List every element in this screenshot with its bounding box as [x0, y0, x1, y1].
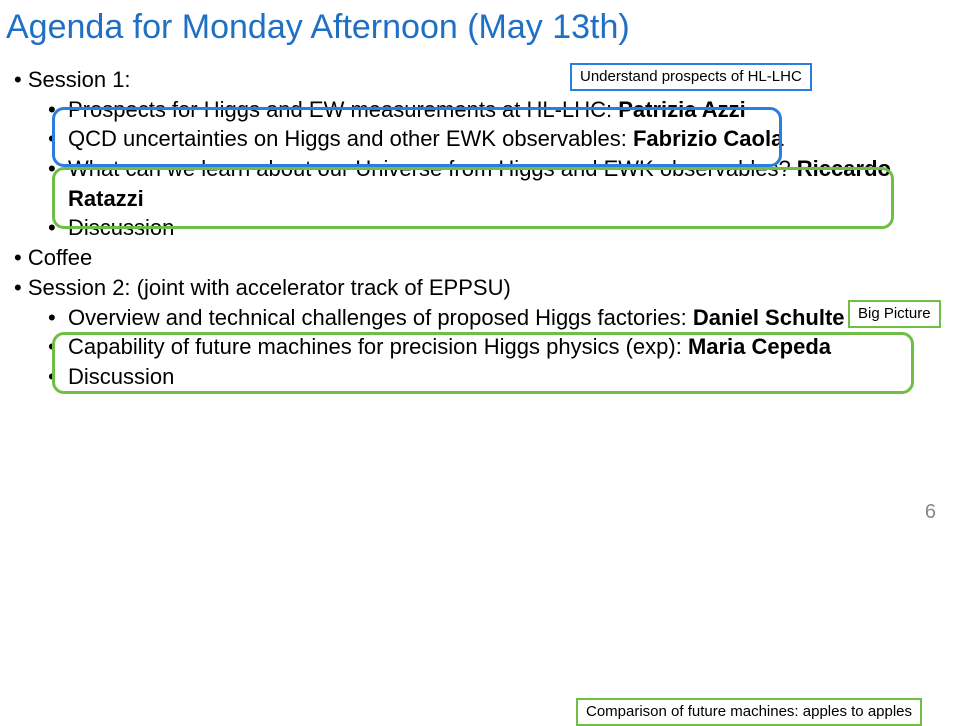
- s1-item-2: What can we learn about our Universe fro…: [48, 154, 960, 213]
- session2-items: Overview and technical challenges of pro…: [48, 303, 960, 392]
- s2-item-0: Overview and technical challenges of pro…: [48, 303, 960, 333]
- s1-item-1-text: QCD uncertainties on Higgs and other EWK…: [68, 126, 633, 151]
- session1-label: • Session 1:: [14, 65, 131, 95]
- s1-item-1: QCD uncertainties on Higgs and other EWK…: [48, 124, 960, 154]
- coffee-label: • Coffee: [14, 243, 960, 273]
- s2-item-2: Discussion: [48, 362, 960, 392]
- s2-item-1: Capability of future machines for precis…: [48, 332, 960, 362]
- slide-body: • Session 1: Understand prospects of HL-…: [0, 47, 960, 392]
- s1-item-3: Discussion: [48, 213, 960, 243]
- s2-item-1-bold: Maria Cepeda: [688, 334, 831, 359]
- s2-item-0-bold: Daniel Schulte: [693, 305, 845, 330]
- s2-item-0-text: Overview and technical challenges of pro…: [68, 305, 693, 330]
- badge-comparison: Comparison of future machines: apples to…: [576, 698, 922, 726]
- s1-item-0-text: Prospects for Higgs and EW measurements …: [68, 97, 618, 122]
- session1-items: Prospects for Higgs and EW measurements …: [48, 95, 960, 243]
- s1-item-0-bold: Patrizia Azzi: [618, 97, 746, 122]
- slide-title: Agenda for Monday Afternoon (May 13th): [0, 0, 960, 47]
- s2-item-2-text: Discussion: [68, 364, 174, 389]
- badge-hllhc: Understand prospects of HL-LHC: [570, 63, 812, 91]
- slide-number: 6: [925, 501, 936, 524]
- s2-item-1-text: Capability of future machines for precis…: [68, 334, 688, 359]
- s1-item-0: Prospects for Higgs and EW measurements …: [48, 95, 960, 125]
- s1-item-2-text: What can we learn about our Universe fro…: [68, 156, 797, 181]
- session1-row: • Session 1: Understand prospects of HL-…: [14, 65, 960, 95]
- session2-label: • Session 2: (joint with accelerator tra…: [14, 273, 960, 303]
- s1-item-3-text: Discussion: [68, 215, 174, 240]
- s1-item-1-bold: Fabrizio Caola: [633, 126, 783, 151]
